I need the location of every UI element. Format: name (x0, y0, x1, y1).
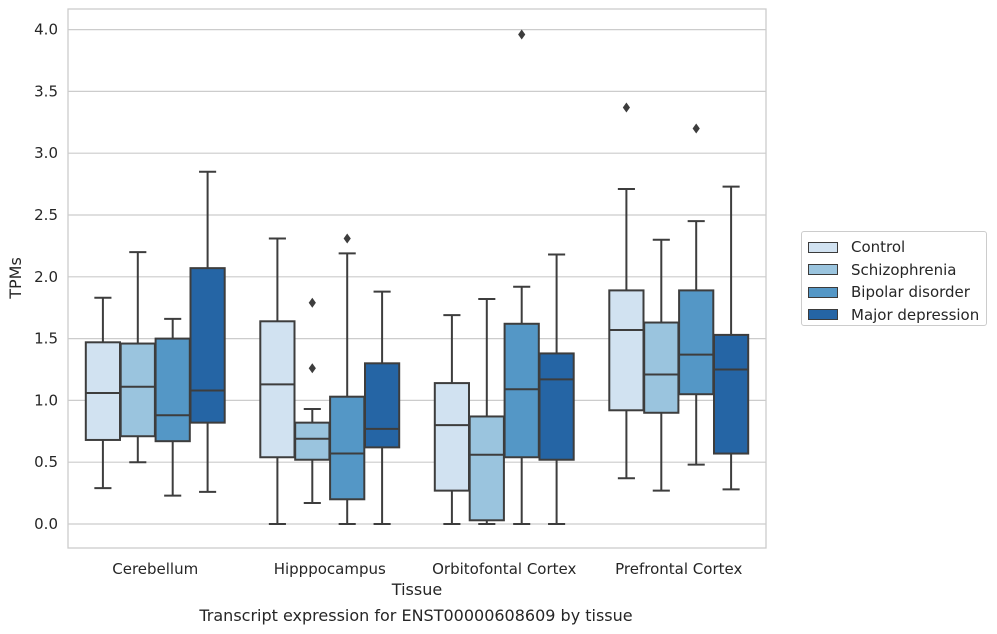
box-0-0 (84, 296, 122, 490)
y-tick-label: 0.5 (34, 453, 58, 471)
box-0-1 (259, 237, 296, 525)
legend-label: Control (851, 238, 906, 257)
box-1-1 (294, 297, 331, 504)
y-tick-label: 4.0 (34, 21, 58, 39)
box-body (678, 289, 715, 396)
chart-caption: Transcript expression for ENST0000060860… (199, 606, 633, 625)
box-3-0 (189, 170, 226, 493)
legend-label: Major depression (851, 305, 980, 324)
x-tick-labels: Cerebellum Hipppocampus Orbitofontal Corte… (112, 560, 742, 578)
legend-swatch (808, 309, 838, 321)
legend-swatch (808, 241, 838, 253)
legend-item: Schizophrenia (808, 259, 986, 282)
box-2-2 (503, 29, 540, 525)
box-1-0 (119, 251, 156, 464)
flier-point (518, 29, 526, 40)
box-2-3 (678, 123, 715, 466)
box-0-2 (433, 314, 471, 525)
flier-point (343, 233, 351, 244)
box-2-1 (329, 233, 366, 525)
box-body (608, 289, 645, 412)
y-tick-label: 3.5 (34, 82, 58, 100)
box-body (154, 337, 191, 443)
box-0-3 (608, 102, 645, 480)
box-body (84, 341, 122, 441)
flier-point (308, 297, 316, 308)
box-body (189, 267, 226, 424)
y-tick-label: 3.0 (34, 144, 58, 162)
flier-point (622, 102, 630, 113)
box-1-2 (468, 298, 505, 525)
flier-point (692, 123, 700, 134)
box-body (329, 395, 366, 501)
box-body (643, 321, 680, 414)
box-body (538, 352, 575, 461)
box-2-0 (154, 317, 191, 497)
box-body (294, 421, 331, 461)
x-tick-label: Cerebellum (112, 560, 198, 578)
legend-label: Schizophrenia (851, 260, 957, 279)
box-body (119, 342, 156, 438)
y-tick-labels: 0.0 0.5 1.0 1.5 2.0 2.5 3.0 3.5 4.0 (34, 21, 58, 533)
boxes (84, 29, 750, 525)
box-body (503, 322, 540, 459)
y-tick-label: 2.0 (34, 268, 58, 286)
box-3-1 (363, 290, 401, 525)
legend-label: Bipolar disorder (851, 283, 970, 302)
legend: Control Schizophrenia Bipolar disorder Majo… (801, 231, 987, 326)
box-body (712, 333, 750, 455)
x-tick-label: Orbitofontal Cortex (432, 560, 576, 578)
box-1-3 (643, 238, 680, 492)
x-tick-label: Prefrontal Cortex (615, 560, 742, 578)
box-body (363, 362, 401, 449)
box-body (433, 382, 471, 492)
y-tick-label: 1.5 (34, 330, 58, 348)
legend-item: Control (808, 236, 986, 259)
y-tick-label: 1.0 (34, 391, 58, 409)
x-axis-label: Tissue (391, 580, 442, 599)
box-body (468, 415, 505, 522)
box-3-2 (538, 253, 575, 525)
y-tick-label: 2.5 (34, 206, 58, 224)
x-tick-label: Hipppocampus (274, 560, 386, 578)
legend-swatch (808, 264, 838, 276)
y-tick-label: 0.0 (34, 515, 58, 533)
y-axis-label: TPMs (6, 257, 25, 300)
legend-item: Major depression (808, 304, 986, 327)
box-body (259, 320, 296, 459)
legend-swatch (808, 286, 838, 298)
flier-point (308, 363, 316, 374)
box-3-3 (712, 185, 750, 491)
plot-frame (67, 8, 767, 549)
legend-item: Bipolar disorder (808, 281, 986, 304)
